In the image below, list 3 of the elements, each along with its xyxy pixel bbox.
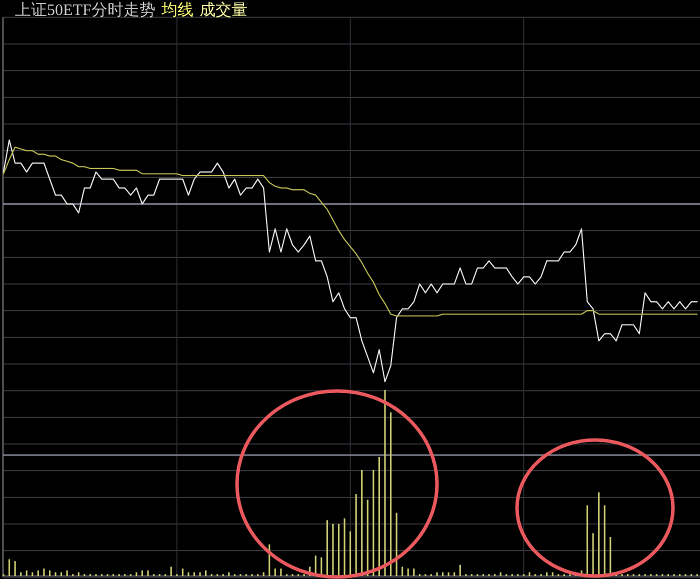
text: 均线 xyxy=(160,1,194,19)
text: 成交量 xyxy=(199,1,248,19)
chart-title: 上证50ETF分时走势 xyxy=(15,1,156,19)
